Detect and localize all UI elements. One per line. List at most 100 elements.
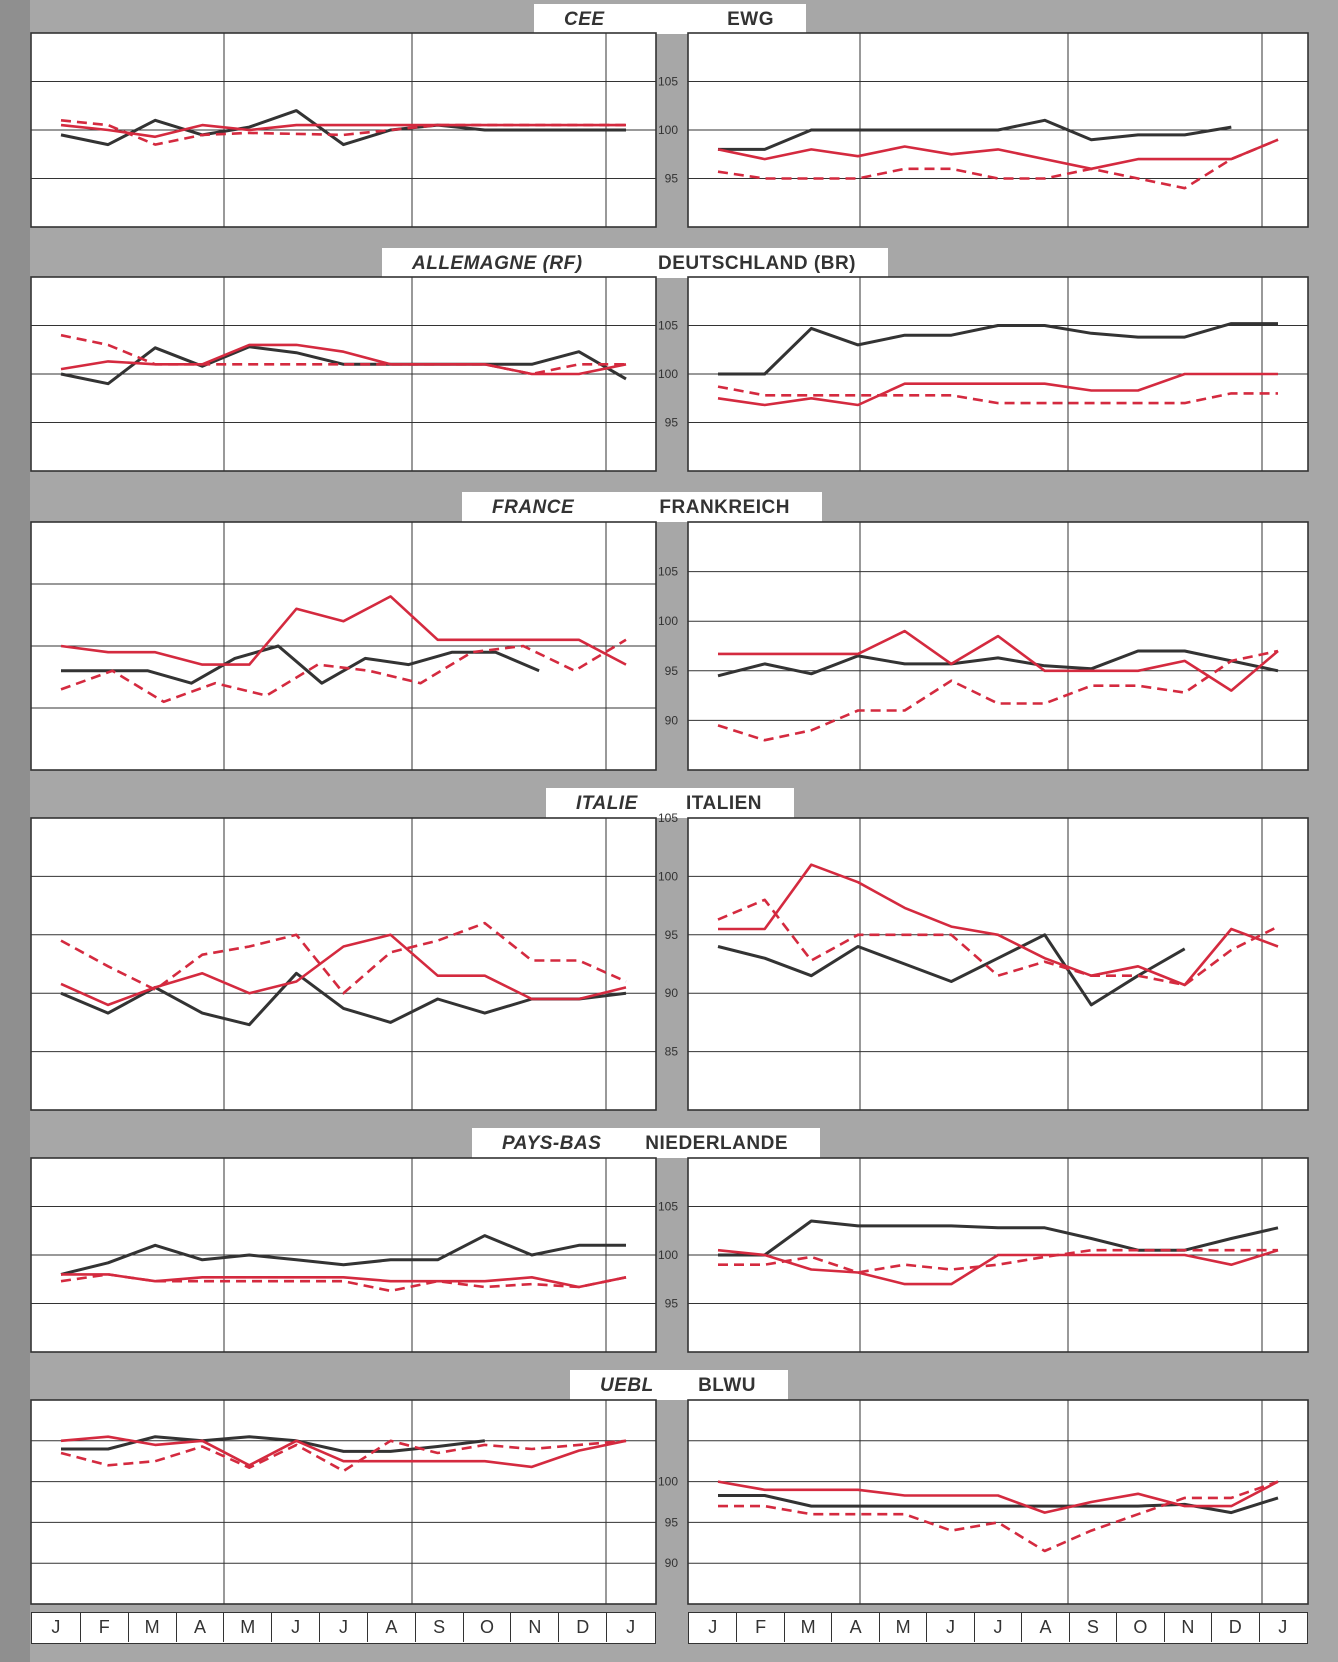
- right-series-red: [717, 372, 1278, 407]
- month-label: O: [462, 1613, 511, 1642]
- left-series-red: [60, 1435, 627, 1469]
- right-tick-label: 100: [658, 367, 678, 381]
- right-tick-label: 105: [658, 319, 678, 333]
- left-series-black: [60, 1234, 626, 1276]
- right-tick-label: 90: [665, 713, 679, 727]
- header-deutschland: DEUTSCHLAND (BR) ALLEMAGNE (RF): [382, 248, 888, 278]
- header-frankreich: FRANKREICH FRANCE: [462, 492, 822, 522]
- header-de: FRANKREICH: [659, 497, 790, 518]
- left-series-red_dashed: [60, 638, 627, 704]
- right-tick-label: 85: [665, 1045, 679, 1059]
- right-series-red: [717, 1480, 1279, 1514]
- header-fr: UEBL: [600, 1375, 654, 1396]
- left-series-red: [60, 123, 626, 139]
- left-panel-3: [30, 817, 657, 1111]
- header-fr: FRANCE: [492, 497, 575, 518]
- month-label: M: [878, 1613, 926, 1642]
- month-label: M: [783, 1613, 831, 1642]
- header-de: DEUTSCHLAND (BR): [658, 253, 856, 274]
- header-ewg: EWG CEE: [534, 4, 806, 34]
- right-tick-label: 100: [658, 869, 678, 883]
- month-label: F: [736, 1613, 783, 1642]
- right-series-black: [717, 649, 1279, 678]
- month-label: N: [510, 1613, 558, 1642]
- month-label: N: [1163, 1613, 1211, 1642]
- month-label: O: [1116, 1613, 1163, 1642]
- right-series-red: [718, 863, 1279, 987]
- right-series-red_dashed: [718, 1248, 1278, 1274]
- left-series-black: [60, 109, 626, 147]
- header-fr: CEE: [564, 9, 605, 30]
- month-label: M: [127, 1613, 176, 1642]
- left-series-black: [60, 345, 627, 386]
- month-label: J: [51, 1617, 61, 1637]
- month-label: M: [223, 1613, 271, 1642]
- header-fr: ITALIE: [576, 793, 638, 814]
- left-panel-5: [30, 1399, 657, 1605]
- month-label: A: [366, 1613, 415, 1642]
- month-label: J: [973, 1613, 1021, 1642]
- right-series-black: [717, 933, 1186, 1007]
- right-tick-label: 95: [665, 416, 679, 430]
- month-label: S: [1068, 1613, 1116, 1642]
- month-label: J: [271, 1613, 319, 1642]
- left-series-red_dashed: [60, 1439, 627, 1473]
- right-tick-label: 105: [658, 75, 678, 89]
- month-label: J: [926, 1613, 973, 1642]
- header-de: NIEDERLANDE: [645, 1133, 788, 1154]
- right-series-red_dashed: [717, 649, 1279, 742]
- right-series-black: [718, 118, 1232, 151]
- month-label: S: [414, 1613, 463, 1642]
- right-tick-label: 95: [665, 1515, 679, 1529]
- right-series-black: [718, 1494, 1279, 1515]
- month-label: F: [79, 1613, 128, 1642]
- right-tick-label: 95: [665, 172, 679, 186]
- left-series-red: [60, 933, 627, 1007]
- right-tick-label: 100: [658, 1248, 678, 1262]
- right-series-red_dashed: [717, 138, 1279, 190]
- right-panel-3: [687, 817, 1309, 1111]
- month-label: D: [1211, 1613, 1258, 1642]
- month-label: J: [319, 1613, 367, 1642]
- right-tick-label: 90: [665, 1556, 679, 1570]
- left-series-red: [61, 1273, 627, 1289]
- header-niederlande: NIEDERLANDE PAYS-BAS: [472, 1128, 820, 1158]
- left-series-red_dashed: [60, 921, 627, 995]
- header-de: EWG: [727, 9, 774, 30]
- right-tick-label: 105: [658, 811, 678, 825]
- left-grey-strip: [0, 0, 30, 1662]
- month-label: J: [708, 1617, 718, 1637]
- left-series-red_dashed: [60, 333, 626, 376]
- right-series-red_dashed: [718, 1480, 1279, 1553]
- header-de: BLWU: [698, 1375, 756, 1396]
- right-series-black: [718, 322, 1278, 376]
- header-italien: ITALIEN ITALIE: [546, 788, 794, 818]
- right-tick-label: 95: [665, 928, 679, 942]
- header-blwu: BLWU UEBL: [570, 1370, 788, 1400]
- right-tick-label: 95: [665, 1297, 679, 1311]
- right-panel-2: [687, 521, 1309, 771]
- left-series-red_dashed: [60, 119, 626, 146]
- right-series-red: [717, 1248, 1279, 1286]
- right-series-red_dashed: [717, 385, 1278, 405]
- month-label: A: [175, 1613, 224, 1642]
- left-series-red: [60, 595, 627, 666]
- right-tick-label: 105: [658, 1200, 678, 1214]
- right-tick-label: 100: [658, 123, 678, 137]
- right-tick-label: 105: [658, 565, 678, 579]
- month-label: J: [606, 1613, 654, 1642]
- header-fr: PAYS-BAS: [502, 1133, 602, 1154]
- header-fr: ALLEMAGNE (RF): [412, 253, 583, 274]
- right-panel-5: [687, 1399, 1309, 1605]
- right-tick-label: 100: [658, 1475, 678, 1489]
- month-label: D: [558, 1613, 606, 1642]
- month-label: J: [1258, 1613, 1306, 1642]
- month-label: A: [831, 1613, 878, 1642]
- right-tick-label: 90: [665, 986, 679, 1000]
- header-de: ITALIEN: [686, 793, 762, 814]
- right-series-red: [717, 138, 1279, 171]
- right-tick-label: 100: [658, 614, 678, 628]
